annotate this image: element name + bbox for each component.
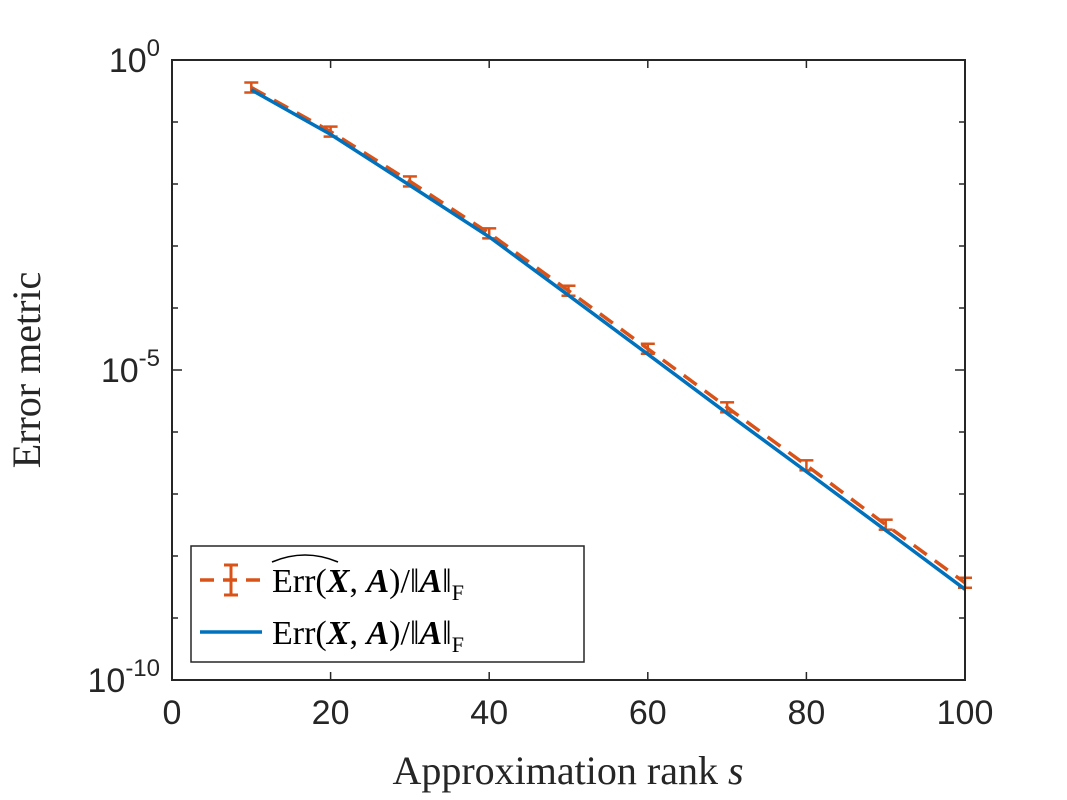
x-tick-label: 20 (312, 694, 350, 732)
series-layer (244, 81, 972, 591)
x-tick-label: 40 (470, 694, 508, 732)
legend-swatch-estimated (200, 563, 262, 597)
x-axis-label-variable: s (728, 748, 744, 793)
x-axis-label-text: Approximation rank (392, 748, 728, 793)
legend-label-estimated: Err(X, A)/‖A‖F (272, 563, 464, 605)
legend: Err(X, A)/‖A‖F Err(X, A)/‖A‖F (190, 545, 585, 663)
x-axis-label: Approximation rank s (392, 748, 743, 793)
tick-labels-layer: 0 20 40 60 80 100 10-10 10-5 100 (87, 35, 993, 732)
x-tick-label: 0 (163, 694, 182, 732)
y-tick-label: 100 (109, 35, 160, 80)
y-axis-label: Error metric (4, 272, 49, 469)
x-tick-label: 80 (787, 694, 825, 732)
legend-label-exact: Err(X, A)/‖A‖F (272, 615, 464, 657)
y-tick-label: 10-10 (87, 655, 160, 700)
x-tick-label: 60 (629, 694, 667, 732)
y-tick-label: 10-5 (101, 345, 160, 390)
legend-hat-icon (271, 554, 339, 563)
ticks-layer (171, 59, 966, 681)
series-line-1 (250, 88, 967, 591)
x-tick-label: 100 (937, 694, 994, 732)
legend-box (190, 545, 585, 663)
series-line-0 (250, 85, 967, 585)
